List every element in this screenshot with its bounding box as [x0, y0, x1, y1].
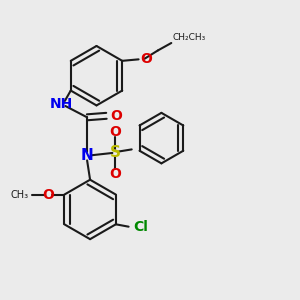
Text: S: S — [110, 146, 121, 160]
Text: O: O — [110, 125, 121, 139]
Text: O: O — [110, 167, 121, 181]
Text: N: N — [81, 148, 94, 164]
Text: O: O — [110, 109, 122, 123]
Text: NH: NH — [50, 97, 74, 111]
Text: O: O — [140, 52, 152, 66]
Text: O: O — [42, 188, 54, 202]
Text: CH₂CH₃: CH₂CH₃ — [173, 32, 206, 41]
Text: CH₃: CH₃ — [11, 190, 29, 200]
Text: Cl: Cl — [134, 220, 148, 234]
